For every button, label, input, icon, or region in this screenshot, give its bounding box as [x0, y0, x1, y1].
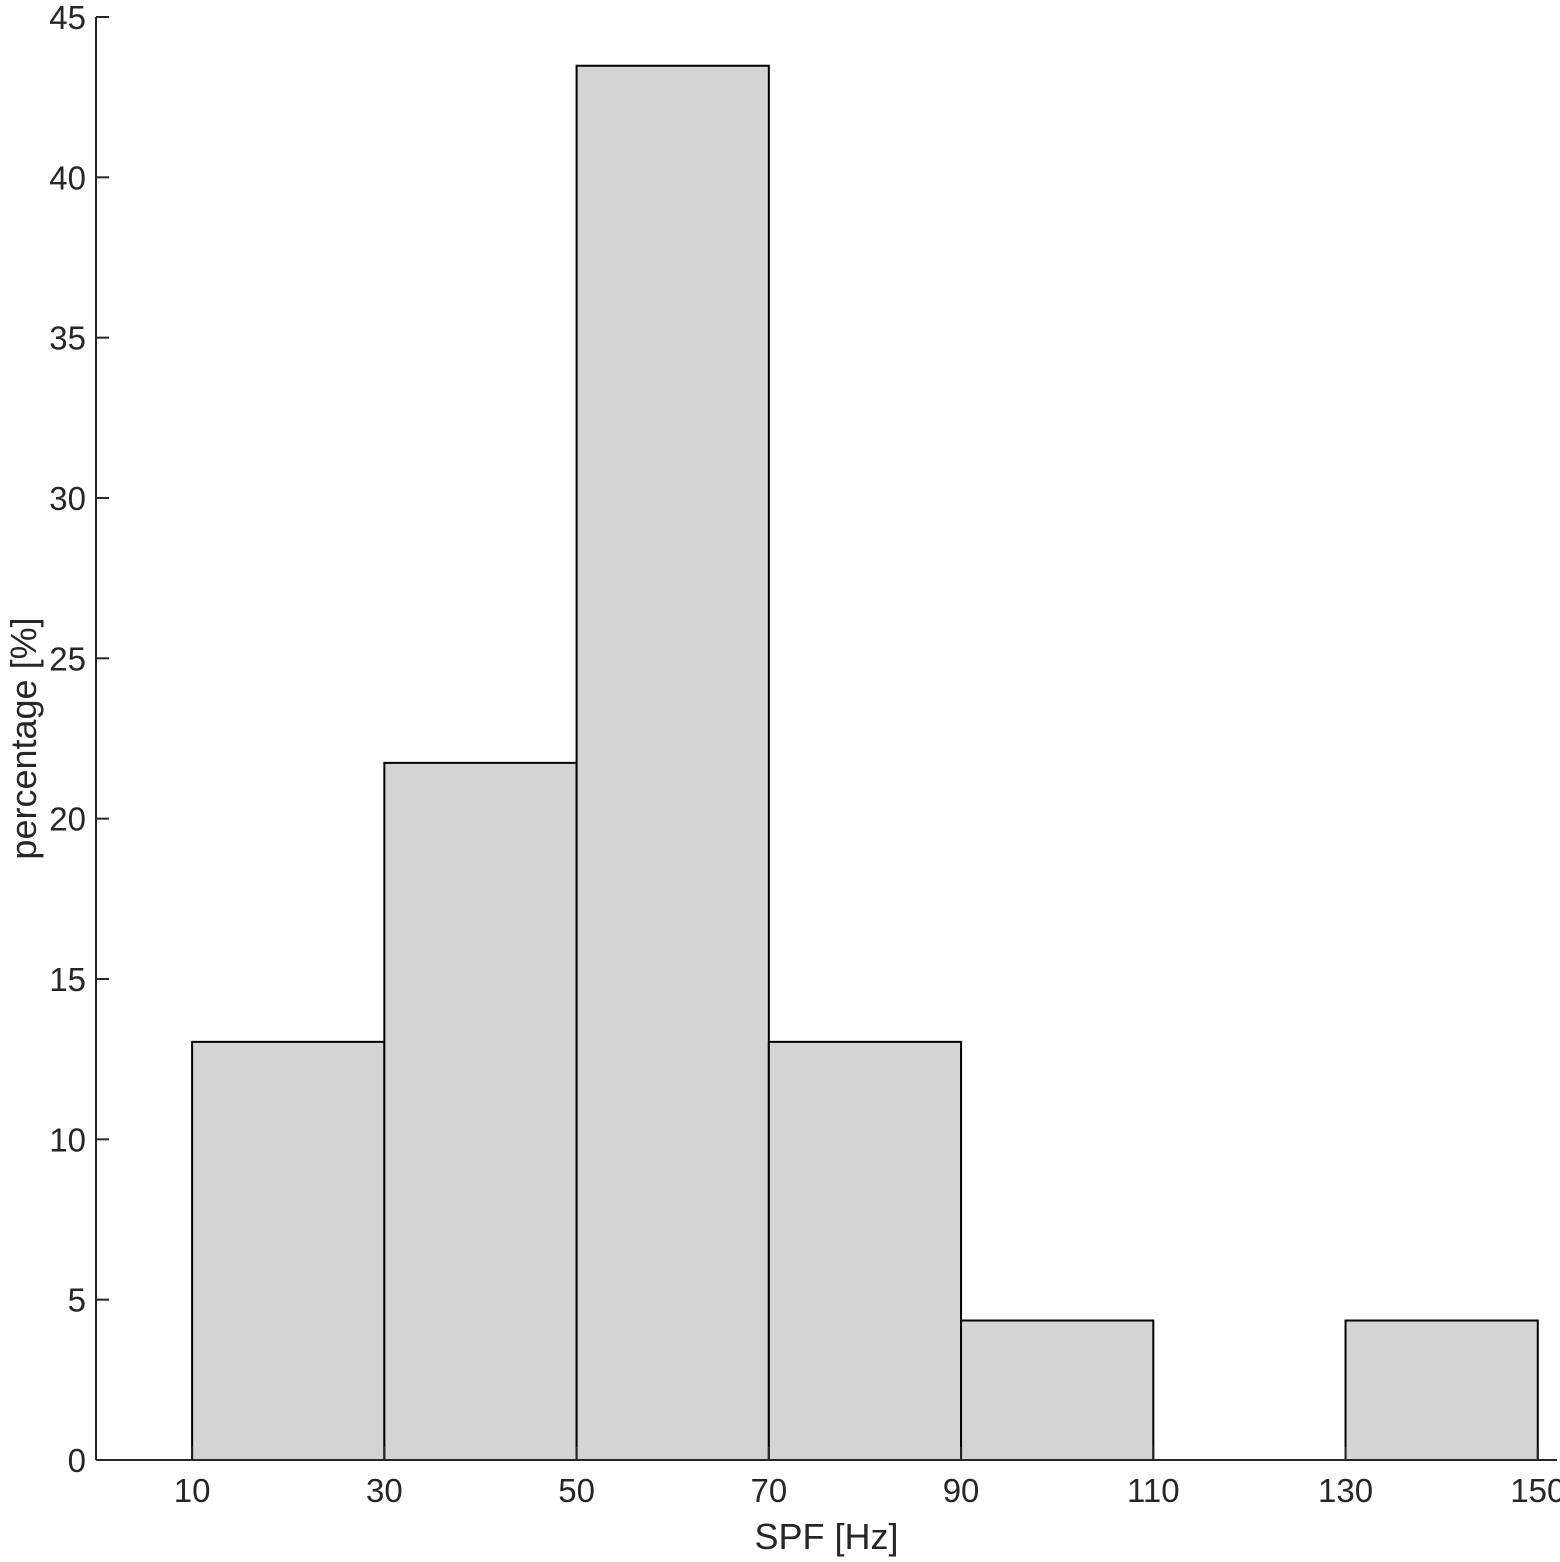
y-tick-label: 10: [49, 1121, 86, 1158]
y-tick-label: 30: [49, 480, 86, 517]
y-tick-label: 15: [49, 961, 86, 998]
histogram-bar: [960, 1319, 1155, 1462]
y-tick-label: 20: [49, 801, 86, 838]
y-tick-label: 5: [68, 1282, 86, 1319]
x-axis: 10 30 50 70 90 110 130 150: [96, 1447, 1560, 1509]
y-tick-label: 35: [49, 320, 86, 357]
y-tick-label: 0: [68, 1442, 86, 1479]
x-tick-label: 150: [1510, 1472, 1560, 1509]
x-tick-label: 50: [558, 1472, 595, 1509]
x-tick-label: 10: [174, 1472, 211, 1509]
x-tick-label: 30: [366, 1472, 403, 1509]
histogram-bar: [191, 1040, 386, 1462]
y-axis: 0 5 10 15 20 25 30 35 40 45: [49, 0, 109, 1479]
histogram-bar: [1344, 1319, 1539, 1462]
y-tick-label: 40: [49, 159, 86, 196]
x-tick-label: 70: [750, 1472, 787, 1509]
x-tick-label: 110: [1127, 1472, 1180, 1509]
y-tick-label: 45: [49, 0, 86, 36]
x-axis-title: SPF [Hz]: [754, 1516, 898, 1557]
x-tick-label: 90: [943, 1472, 980, 1509]
x-tick-label: 130: [1318, 1472, 1373, 1509]
histogram-bar: [767, 1040, 963, 1462]
histogram-bar: [575, 64, 770, 1461]
y-axis-title: percentage [%]: [3, 617, 44, 859]
bars-group: [191, 64, 1539, 1462]
histogram-bar: [383, 761, 578, 1461]
y-tick-label: 25: [49, 640, 86, 677]
